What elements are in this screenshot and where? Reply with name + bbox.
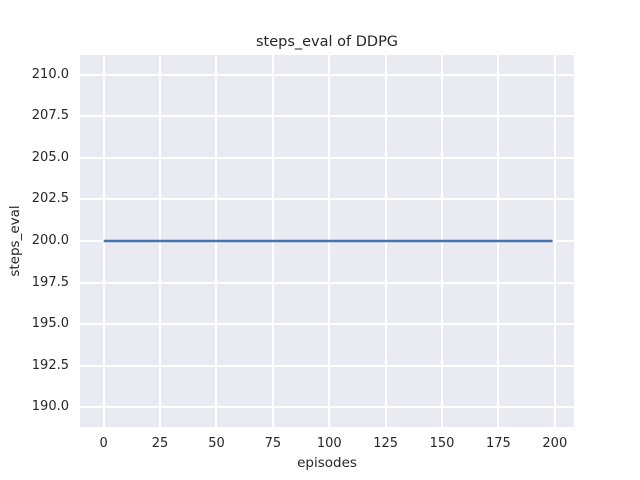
x-tick-label: 25 — [151, 436, 169, 451]
y-gridline — [80, 364, 574, 367]
y-gridline — [80, 156, 574, 159]
y-tick-label: 190.0 — [31, 399, 69, 415]
x-tick-label: 75 — [264, 436, 282, 451]
y-gridline — [80, 323, 574, 326]
x-tick-label: 125 — [373, 436, 399, 451]
plot-area — [80, 55, 574, 427]
y-gridline — [80, 115, 574, 118]
y-tick-label: 200.0 — [31, 233, 69, 248]
y-gridline — [80, 73, 574, 76]
x-tick-label: 175 — [486, 436, 511, 451]
y-tick-label: 207.5 — [31, 108, 69, 124]
series-layer — [103, 239, 553, 243]
y-tick-label: 202.5 — [31, 191, 69, 207]
y-tick-label: 197.5 — [31, 274, 69, 290]
y-gridline — [80, 406, 574, 409]
chart-title: steps_eval of DDPG — [255, 34, 399, 50]
y-gridline — [80, 198, 574, 201]
x-tick-label: 150 — [429, 436, 455, 451]
y-tick-label: 192.5 — [31, 357, 69, 373]
y-tick-label: 205.0 — [31, 149, 69, 165]
y-tick-label: 210.0 — [31, 66, 69, 82]
y-tick-label: 195.0 — [31, 316, 69, 332]
y-axis-label: steps_eval — [7, 205, 23, 277]
x-tick-label: 200 — [542, 436, 568, 451]
x-tick-label: 0 — [99, 436, 108, 451]
x-axis-label: episodes — [297, 455, 357, 471]
x-tick-label: 100 — [316, 436, 342, 451]
y-gridline — [80, 281, 574, 284]
x-tick-label: 50 — [208, 436, 225, 451]
